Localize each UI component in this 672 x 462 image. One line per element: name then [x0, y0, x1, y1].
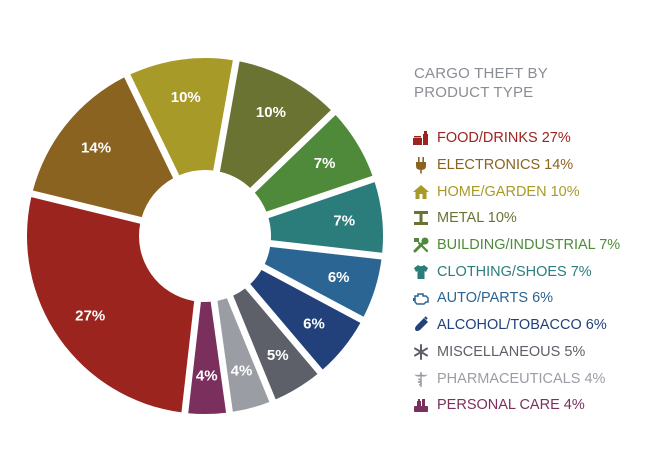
legend-title-line-2: PRODUCT TYPE [414, 84, 534, 101]
legend-label-miscellaneous: MISCELLANEOUS 5% [437, 343, 586, 360]
shirt-icon [412, 263, 430, 281]
legend-item-auto-parts: AUTO/PARTS 6% [412, 285, 620, 312]
engine-icon [412, 289, 430, 307]
bottle-icon [412, 316, 430, 334]
slice-home-garden [130, 58, 233, 176]
legend-label-pharmaceuticals: PHARMACEUTICALS 4% [437, 370, 606, 387]
slice-label-food-drinks: 27% [75, 308, 105, 325]
legend-label-metal: METAL 10% [437, 210, 517, 227]
legend-label-personal-care: PERSONAL CARE 4% [437, 397, 585, 414]
slice-label-personal-care: 4% [196, 367, 218, 384]
food-drinks-icon [412, 129, 430, 147]
legend-item-alcohol-tobacco: ALCOHOL/TOBACCO 6% [412, 312, 620, 339]
asterisk-icon [412, 343, 430, 361]
slice-label-building-industrial: 7% [314, 155, 336, 172]
slice-food-drinks [26, 197, 195, 413]
legend: FOOD/DRINKS 27% ELECTRONICS 14% HOME/GAR… [412, 125, 620, 419]
slice-electronics [32, 77, 174, 218]
legend-label-food-drinks: FOOD/DRINKS 27% [437, 130, 571, 147]
slice-pharmaceuticals [217, 298, 270, 412]
slice-label-clothing-shoes: 7% [333, 213, 355, 230]
legend-title-line-1: CARGO THEFT BY [414, 65, 548, 82]
legend-title: CARGO THEFT BY PRODUCT TYPE [414, 64, 614, 102]
metal-beam-icon [412, 209, 430, 227]
legend-label-auto-parts: AUTO/PARTS 6% [437, 290, 554, 307]
slice-label-alcohol-tobacco: 6% [303, 315, 325, 332]
legend-item-home-garden: HOME/GARDEN 10% [412, 178, 620, 205]
legend-item-food-drinks: FOOD/DRINKS 27% [412, 125, 620, 152]
slice-alcohol-tobacco [250, 270, 361, 370]
legend-item-metal: METAL 10% [412, 205, 620, 232]
personal-care-icon [412, 396, 430, 414]
legend-item-pharmaceuticals: PHARMACEUTICALS 4% [412, 365, 620, 392]
legend-label-alcohol-tobacco: ALCOHOL/TOBACCO 6% [437, 317, 607, 334]
home-icon [412, 183, 430, 201]
slice-personal-care [188, 301, 227, 414]
slice-label-home-garden: 10% [171, 89, 201, 106]
slice-label-pharmaceuticals: 4% [231, 363, 253, 380]
slice-label-miscellaneous: 5% [267, 347, 289, 364]
caduceus-icon [412, 370, 430, 388]
slice-miscellaneous [233, 288, 318, 400]
slice-label-electronics: 14% [81, 140, 111, 157]
legend-label-home-garden: HOME/GARDEN 10% [437, 183, 580, 200]
electronics-plug-icon [412, 156, 430, 174]
legend-item-clothing-shoes: CLOTHING/SHOES 7% [412, 258, 620, 285]
tools-icon [412, 236, 430, 254]
legend-item-personal-care: PERSONAL CARE 4% [412, 392, 620, 419]
legend-label-clothing-shoes: CLOTHING/SHOES 7% [437, 263, 592, 280]
legend-label-building-industrial: BUILDING/INDUSTRIAL 7% [437, 237, 621, 254]
donut-chart: 27% 14% 10% 10% 7% 7% 6% 6% 5% 4% 4% [26, 58, 383, 414]
slice-building-industrial [254, 115, 373, 212]
slice-auto-parts [264, 246, 382, 317]
legend-item-miscellaneous: MISCELLANEOUS 5% [412, 339, 620, 366]
slice-label-auto-parts: 6% [328, 269, 350, 286]
slice-metal [219, 61, 331, 188]
slice-clothing-shoes [268, 182, 383, 253]
slice-label-metal: 10% [256, 104, 286, 121]
legend-item-building-industrial: BUILDING/INDUSTRIAL 7% [412, 232, 620, 259]
legend-item-electronics: ELECTRONICS 14% [412, 152, 620, 179]
legend-label-electronics: ELECTRONICS 14% [437, 157, 574, 174]
